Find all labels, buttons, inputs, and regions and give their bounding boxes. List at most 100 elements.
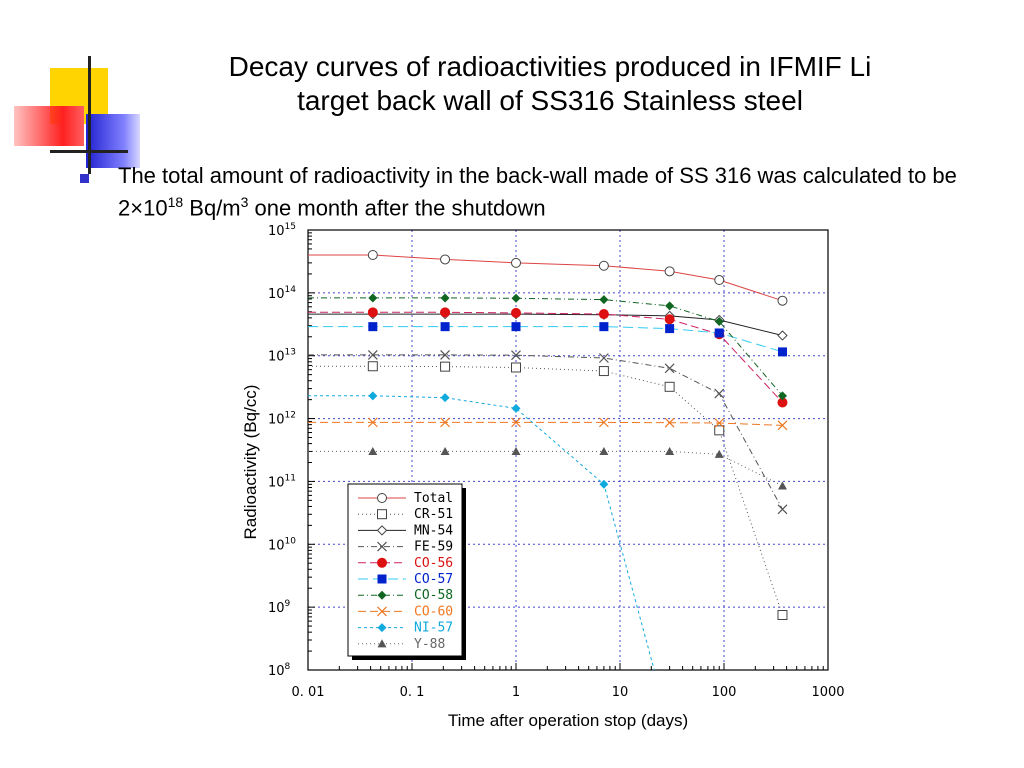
data-point-fe-59 — [714, 388, 725, 399]
data-point-co-57 — [777, 347, 787, 357]
slide-title-line-1: Decay curves of radioactivities produced… — [228, 51, 872, 82]
data-point-y-88 — [777, 481, 787, 490]
decor-horizontal-line — [50, 150, 128, 153]
data-point-ni-57 — [511, 403, 521, 413]
data-point-co-58 — [777, 391, 787, 401]
slide-title: Decay curves of radioactivities produced… — [130, 50, 970, 118]
plot-frame — [307, 229, 829, 671]
decor-vertical-line — [88, 56, 91, 174]
data-point-co-57 — [665, 324, 675, 334]
legend-marker-co-57 — [377, 574, 387, 584]
legend-marker-y-88 — [377, 639, 387, 648]
legend-marker-co-58 — [377, 590, 387, 600]
data-point-total — [511, 257, 521, 268]
series-line-total — [308, 254, 783, 302]
bullet-text: The total amount of radioactivity in the… — [118, 162, 1008, 221]
data-point-fe-59 — [598, 353, 609, 363]
data-point-cr-51 — [714, 425, 725, 436]
data-point-co-57 — [714, 328, 724, 338]
chart-grid — [308, 230, 828, 670]
slide-title-line-2: target back wall of SS316 Stainless stee… — [297, 85, 803, 116]
axis-ticks: 0. 01 0. 1 1 10 100 1000 108 109 1010 1011 1012 101… — [268, 222, 845, 700]
decor-red-bar — [14, 106, 84, 146]
y-tick-label: 1014 — [268, 285, 296, 302]
y-tick-label: 108 — [268, 662, 291, 679]
bullet-text-part-1: The total amount of radioactivity in the… — [118, 163, 957, 221]
data-point-fe-59 — [664, 363, 675, 374]
data-point-cr-51 — [598, 366, 609, 377]
y-tick-label: 1015 — [268, 222, 296, 239]
data-point-co-60 — [714, 418, 725, 428]
series-line-y-88 — [308, 450, 783, 487]
data-point-cr-51 — [367, 361, 378, 372]
data-point-total — [440, 254, 451, 265]
data-point-fe-59 — [440, 349, 451, 360]
bullet-text-part-2: one month after the shutdown — [248, 195, 546, 221]
series-line-fe-59 — [308, 354, 783, 510]
data-point-co-57 — [368, 322, 378, 332]
data-point-co-56 — [598, 309, 609, 320]
series-lines — [308, 254, 783, 670]
y-tick-label: 109 — [268, 599, 291, 616]
legend-label-co-57: CO-57 — [414, 572, 453, 587]
legend-marker-co-60 — [377, 606, 387, 617]
data-point-total — [714, 275, 725, 286]
data-point-co-57 — [511, 322, 521, 332]
data-point-co-58 — [714, 317, 724, 327]
series-line-cr-51 — [308, 365, 783, 616]
legend-label-total: Total — [414, 491, 453, 506]
legend-label-co-60: CO-60 — [414, 604, 453, 619]
data-point-co-60 — [440, 417, 451, 428]
bullet-square-icon — [80, 174, 89, 183]
x-tick-label: 1000 — [811, 685, 844, 700]
legend-label-co-58: CO-58 — [414, 588, 453, 603]
bullet-unit-exponent: 3 — [240, 194, 249, 210]
data-point-co-57 — [599, 322, 609, 332]
data-point-co-58 — [599, 295, 609, 305]
y-tick-label: 1013 — [268, 348, 296, 365]
data-point-co-56 — [664, 314, 675, 325]
x-tick-label: 10 — [612, 685, 629, 700]
data-point-co-60 — [367, 417, 378, 428]
data-point-cr-51 — [664, 381, 675, 392]
data-point-co-60 — [664, 417, 675, 428]
legend-marker-cr-51 — [377, 509, 387, 520]
bullet-unit: Bq/m — [183, 195, 241, 221]
data-point-total — [598, 260, 609, 271]
series-line-co-60 — [308, 421, 783, 426]
data-point-fe-59 — [511, 350, 521, 361]
legend-marker-total — [377, 493, 387, 503]
x-tick-label: 0. 01 — [291, 685, 324, 700]
legend-label-ni-57: NI-57 — [414, 621, 453, 636]
data-point-co-58 — [511, 293, 521, 303]
data-point-fe-59 — [777, 504, 788, 515]
bullet-times-symbol: × — [130, 195, 144, 221]
data-point-co-58 — [368, 293, 378, 303]
data-point-fe-59 — [367, 349, 378, 360]
bullet-power-base: 10 — [143, 195, 168, 221]
data-point-total — [777, 295, 788, 306]
data-point-y-88 — [714, 449, 724, 458]
series-line-mn-54 — [308, 313, 783, 336]
x-tick-label: 1 — [512, 685, 520, 700]
series-line-ni-57 — [308, 395, 655, 670]
legend-label-y-88: Y-88 — [414, 637, 445, 652]
data-point-y-88 — [665, 446, 675, 456]
data-point-cr-51 — [777, 609, 788, 620]
data-point-mn-54 — [777, 330, 788, 341]
x-tick-label: 0. 1 — [400, 685, 425, 700]
data-point-y-88 — [440, 446, 450, 456]
x-axis-title: Time after operation stop (days) — [448, 711, 688, 730]
data-point-co-60 — [511, 417, 521, 428]
legend-marker-mn-54 — [376, 525, 388, 536]
data-point-co-56 — [440, 307, 451, 318]
legend-label-cr-51: CR-51 — [414, 507, 453, 522]
legend-marker-fe-59 — [377, 541, 387, 552]
series-line-co-56 — [308, 311, 783, 403]
y-tick-label: 1010 — [268, 536, 296, 553]
y-tick-label: 1012 — [268, 411, 296, 428]
y-axis-title: Radioactivity (Bq/cc) — [241, 385, 260, 540]
y-tick-label: 1011 — [268, 473, 296, 490]
legend-marker-co-56 — [377, 557, 387, 568]
